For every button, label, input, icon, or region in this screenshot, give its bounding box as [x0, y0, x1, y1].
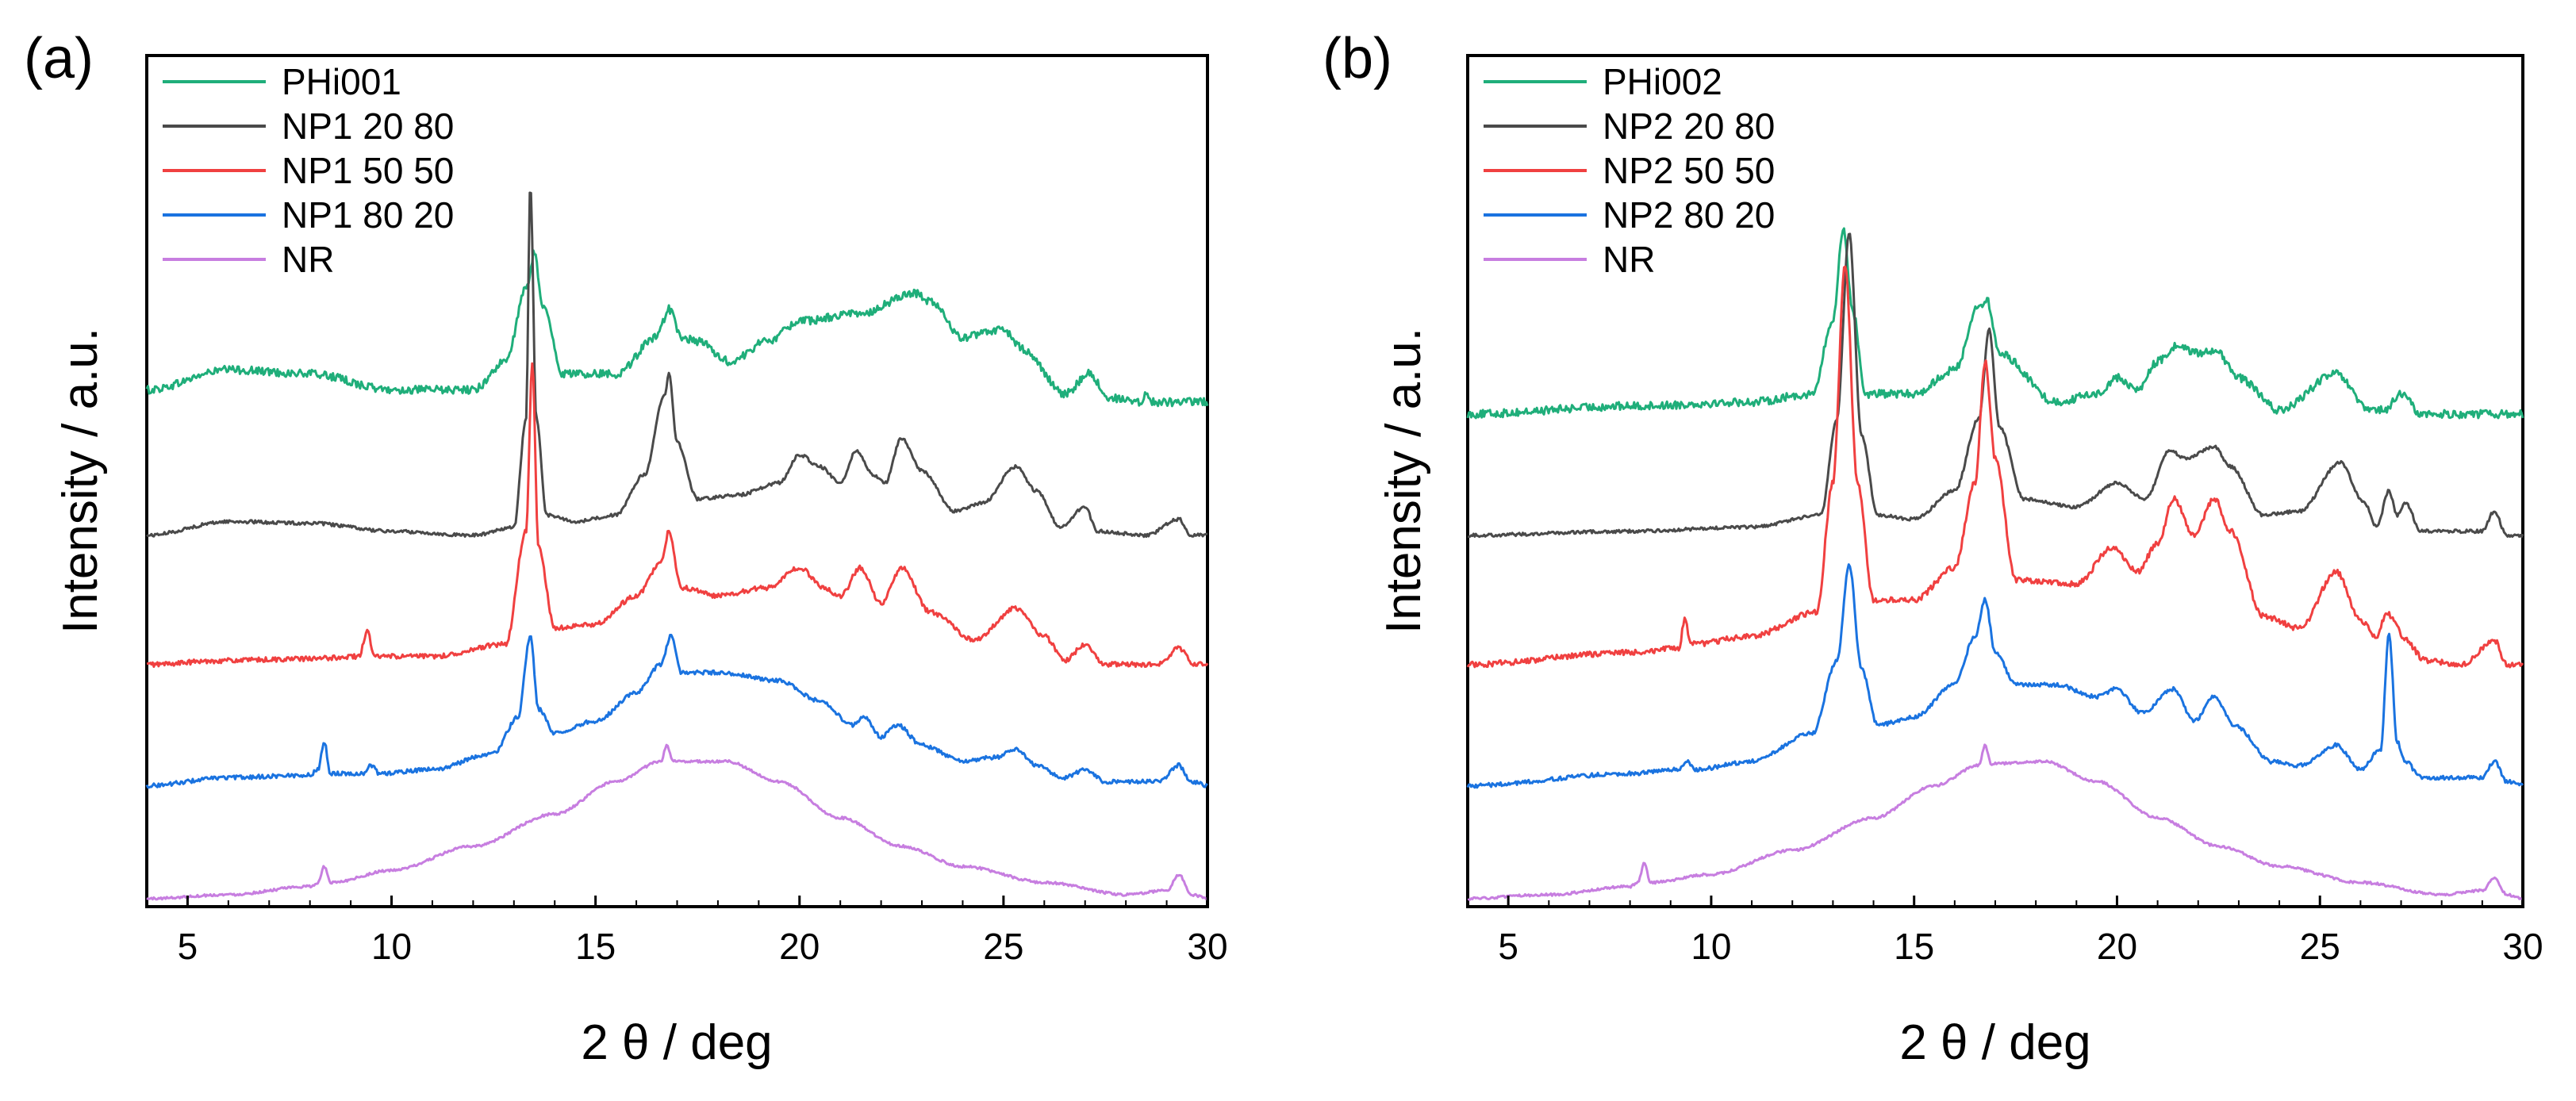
x-tick-label-25: 25 — [983, 926, 1023, 967]
series-line-np2-80-20 — [1466, 563, 2524, 789]
panel-label-b: (b) — [1323, 27, 1392, 90]
legend-label-np1-20-80: NP1 20 80 — [282, 105, 454, 147]
series-line-nr — [146, 743, 1208, 901]
x-tick-label-20: 20 — [2097, 926, 2137, 967]
legend-label-np2-50-50: NP2 50 50 — [1603, 150, 1775, 191]
x-ticks-a: 5 10 15 20 25 30 — [146, 896, 1228, 967]
x-tick-label-25: 25 — [2300, 926, 2340, 967]
x-axis-title-b: 2 θ / deg — [1899, 1015, 2090, 1070]
series-line-nr — [1467, 743, 2524, 901]
legend-label-phi002: PHi002 — [1603, 61, 1722, 102]
y-axis-title-b: Intensity / a.u. — [1376, 328, 1431, 634]
x-tick-label-30: 30 — [2502, 926, 2543, 967]
x-tick-label-5: 5 — [178, 926, 198, 967]
panel-label-a: (a) — [24, 27, 94, 90]
x-ticks-b: 5 10 15 20 25 30 — [1467, 896, 2543, 967]
y-axis-title-a: Intensity / a.u. — [53, 328, 108, 634]
series-line-np1-50-50 — [146, 362, 1209, 668]
series-layer-b — [1466, 227, 2524, 901]
legend-label-np1-50-50: NP1 50 50 — [282, 150, 454, 191]
legend-label-np1-80-20: NP1 80 20 — [282, 194, 454, 236]
series-line-np1-80-20 — [145, 634, 1208, 789]
x-axis-title-a: 2 θ / deg — [581, 1015, 772, 1070]
x-tick-label-10: 10 — [371, 926, 412, 967]
series-line-np2-20-80 — [1468, 232, 2524, 539]
series-line-phi002 — [1466, 227, 2524, 420]
series-line-np1-20-80 — [146, 191, 1208, 539]
legend-label-np2-80-20: NP2 80 20 — [1603, 194, 1775, 236]
legend-label-nr: NR — [282, 239, 334, 280]
series-line-np2-50-50 — [1466, 265, 2524, 669]
series-line-phi001 — [145, 249, 1209, 408]
x-tick-label-10: 10 — [1691, 926, 1731, 967]
x-tick-label-30: 30 — [1187, 926, 1227, 967]
x-tick-label-15: 15 — [575, 926, 616, 967]
legend-label-np2-20-80: NP2 20 80 — [1603, 105, 1775, 147]
x-tick-label-20: 20 — [779, 926, 820, 967]
x-tick-label-15: 15 — [1894, 926, 1934, 967]
series-layer-a — [145, 191, 1209, 901]
x-tick-label-5: 5 — [1498, 926, 1518, 967]
legend-label-phi001: PHi001 — [282, 61, 401, 102]
legend-label-nr: NR — [1603, 239, 1655, 280]
